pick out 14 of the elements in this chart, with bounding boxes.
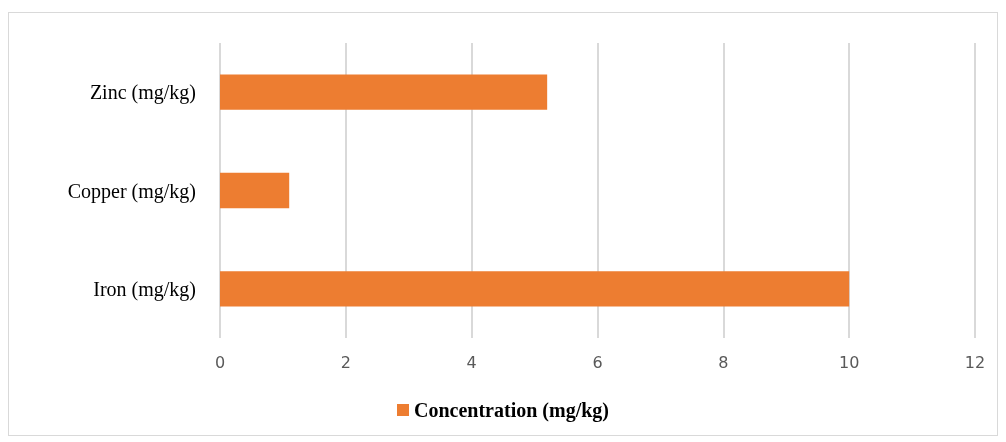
y-tick-label: Zinc (mg/kg)	[89, 81, 196, 105]
x-tick-label: 2	[340, 352, 351, 372]
x-tick-label: 12	[964, 352, 986, 372]
y-tick-label: Copper (mg/kg)	[67, 179, 196, 203]
x-tick-label: 8	[718, 352, 729, 372]
x-tick-label: 4	[466, 352, 477, 372]
x-tick-label: 10	[838, 352, 860, 372]
x-tick-label: 6	[592, 352, 603, 372]
x-tick-label: 0	[214, 352, 226, 372]
legend-label: Concentration (mg/kg)	[414, 399, 609, 422]
y-tick-label: Iron (mg/kg)	[93, 277, 196, 301]
bar	[220, 74, 548, 110]
bar	[220, 271, 850, 307]
bar	[220, 172, 290, 209]
